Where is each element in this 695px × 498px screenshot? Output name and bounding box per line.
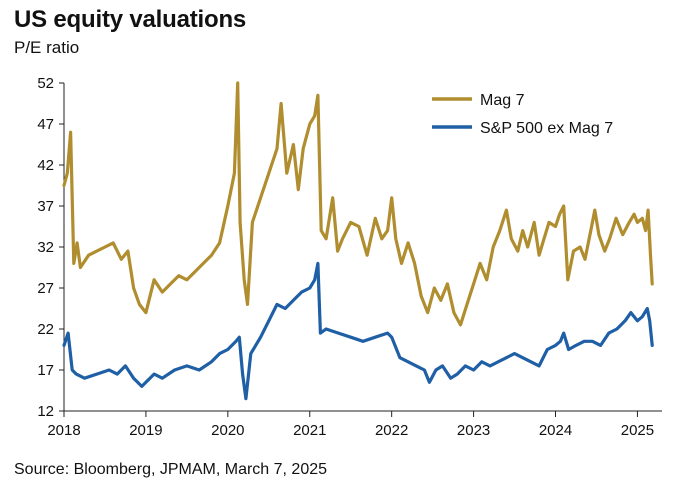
x-tick-label: 2020: [211, 422, 244, 439]
y-tick-label: 17: [37, 362, 54, 379]
y-tick-label: 12: [37, 403, 54, 420]
x-tick-label: 2022: [375, 422, 408, 439]
y-tick-label: 32: [37, 239, 54, 256]
y-tick-label: 22: [37, 321, 54, 338]
y-tick-label: 27: [37, 280, 54, 297]
chart-series: [62, 81, 654, 401]
y-tick-label: 42: [37, 157, 54, 174]
y-tick-label: 47: [37, 116, 54, 133]
x-tick-label: 2018: [47, 422, 80, 439]
y-tick-label: 37: [37, 198, 54, 215]
chart-subtitle: P/E ratio: [14, 38, 80, 57]
chart-axes: 52 47 42 37 32 27 22 17 12 2018 2019 2020 2021 2022 20…: [37, 75, 662, 439]
x-tick-label: 2021: [293, 422, 326, 439]
source-note: Source: Bloomberg, JPMAM, March 7, 2025: [14, 461, 328, 478]
legend-label: Mag 7: [480, 92, 525, 109]
y-tick-label: 52: [37, 75, 54, 92]
x-tick-label: 2023: [457, 422, 490, 439]
chart-title: US equity valuations: [14, 6, 247, 33]
series-line-sp500-ex-mag-7: [62, 261, 654, 401]
x-tick-label: 2024: [539, 422, 572, 439]
x-tick-label: 2019: [129, 422, 162, 439]
legend-label: S&P 500 ex Mag 7: [480, 120, 613, 137]
chart-legend: Mag 7 S&P 500 ex Mag 7: [432, 92, 613, 137]
x-tick-label: 2025: [621, 422, 654, 439]
series-line-mag-7: [62, 81, 654, 327]
